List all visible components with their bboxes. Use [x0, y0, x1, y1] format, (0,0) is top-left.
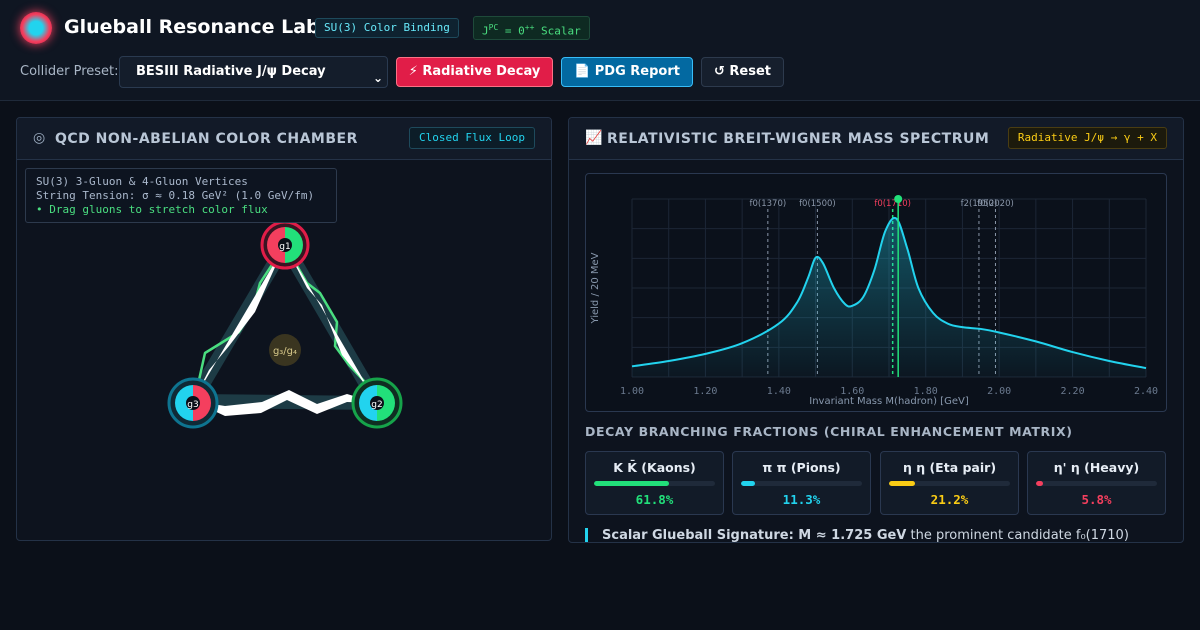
- svg-text:g2: g2: [371, 400, 382, 410]
- glueball-logo-icon: [20, 12, 52, 44]
- x-tick-label: 2.40: [1134, 386, 1158, 397]
- bar-track: [741, 481, 862, 486]
- flux-tube-g1-g2: [285, 245, 377, 403]
- flux-tube-g2-g3: [193, 390, 377, 416]
- card-value: 21.2%: [930, 492, 969, 507]
- pdg-report-button[interactable]: 📄 PDG Report: [561, 57, 693, 87]
- x-tick-label: 1.00: [620, 386, 644, 397]
- svg-text:g3: g3: [187, 400, 198, 410]
- jpc-badge: JPC = 0++ Scalar: [473, 16, 590, 40]
- branching-card-kaons: K K̄ (Kaons) 61.8%: [585, 451, 724, 515]
- panel-header: 📈 RELATIVISTIC BREIT-WIGNER MASS SPECTRU…: [569, 118, 1183, 160]
- chamber-info-box: SU(3) 3-Gluon & 4-Gluon Vertices String …: [25, 168, 337, 223]
- panel-title: QCD NON-ABELIAN COLOR CHAMBER: [55, 131, 358, 147]
- card-name: η' η (Heavy): [1053, 460, 1140, 475]
- card-value: 11.3%: [782, 492, 821, 507]
- color-chamber-panel: ◎ QCD NON-ABELIAN COLOR CHAMBER Closed F…: [16, 117, 552, 541]
- resonance-marker-label: f0(1370): [750, 199, 787, 209]
- gluon-g2[interactable]: g2: [351, 377, 403, 429]
- x-tick-label: 1.20: [693, 386, 717, 397]
- gluon-vertex: [269, 334, 301, 366]
- mass-spectrum-panel: 📈 RELATIVISTIC BREIT-WIGNER MASS SPECTRU…: [568, 117, 1184, 543]
- resonance-marker-label: f0(2020): [977, 199, 1014, 209]
- bar-fill: [594, 481, 669, 486]
- y-axis-label: Yield / 20 MeV: [590, 252, 601, 324]
- panel-header: ◎ QCD NON-ABELIAN COLOR CHAMBER Closed F…: [17, 118, 551, 160]
- branching-card-heavy: η' η (Heavy) 5.8%: [1027, 451, 1166, 515]
- vertex-label: g₃/g₄: [273, 346, 297, 357]
- collider-preset-select[interactable]: BESIII Radiative J/ψ Decay ⌄: [119, 56, 388, 88]
- x-tick-label: 1.40: [767, 386, 791, 397]
- card-name: η η (Eta pair): [902, 460, 997, 475]
- info-line-hint: • Drag gluons to stretch color flux: [36, 203, 268, 216]
- flux-tube-g1-g3: [193, 245, 285, 401]
- app-header: Glueball Resonance Lab SU(3) Color Bindi…: [0, 0, 1200, 101]
- radiative-decay-button[interactable]: ⚡ Radiative Decay: [396, 57, 553, 87]
- bar-fill: [741, 481, 755, 486]
- resonance-marker-label: f0(1500): [799, 199, 836, 209]
- card-value: 5.8%: [1081, 492, 1112, 507]
- spectrum-line: [631, 216, 1147, 370]
- bar-track: [1036, 481, 1157, 486]
- glueball-signature-note: Scalar Glueball Signature: M ≈ 1.725 GeV…: [585, 528, 1167, 543]
- gluon-g1[interactable]: g1: [260, 220, 310, 270]
- decay-channel-tag: Radiative J/ψ → γ + X: [1007, 127, 1167, 149]
- x-axis-label: Invariant Mass M(hadron) [GeV]: [809, 396, 969, 407]
- bar-fill: [1036, 481, 1044, 486]
- line-chart-icon: 📈: [585, 130, 603, 146]
- bar-track: [594, 481, 715, 486]
- card-name: π π (Pions): [762, 460, 841, 475]
- reset-button[interactable]: ↺ Reset: [701, 57, 784, 87]
- bar-track: [889, 481, 1010, 486]
- bar-fill: [889, 481, 915, 486]
- card-name: K K̄ (Kaons): [613, 460, 696, 475]
- info-line-tension: String Tension: σ ≈ 0.18 GeV² (1.0 GeV/f…: [36, 189, 315, 202]
- resonance-marker-label: f0(1710): [874, 199, 911, 209]
- spectrum-svg[interactable]: 1.00 1.20 1.40 1.60 1.80 2.00 2.20 2.40 Invarian…: [586, 174, 1168, 413]
- x-tick-label: 1.60: [840, 386, 864, 397]
- spectrum-chart[interactable]: 1.00 1.20 1.40 1.60 1.80 2.00 2.20 2.40 Invarian…: [585, 173, 1167, 412]
- flux-tube-outline: [191, 243, 379, 412]
- note-bold: Scalar Glueball Signature: M ≈ 1.725 GeV: [602, 528, 907, 543]
- app-title: Glueball Resonance Lab: [64, 16, 320, 38]
- card-value: 61.8%: [635, 492, 674, 507]
- x-tick-label: 2.20: [1061, 386, 1085, 397]
- target-icon: ◎: [33, 130, 46, 146]
- resonance-marker-label: f2(1950): [961, 199, 998, 209]
- panel-title: RELATIVISTIC BREIT-WIGNER MASS SPECTRUM: [607, 131, 990, 147]
- info-line-vertices: SU(3) 3-Gluon & 4-Gluon Vertices: [36, 175, 248, 188]
- su3-binding-badge: SU(3) Color Binding: [315, 18, 459, 38]
- flux-loop-tag: Closed Flux Loop: [409, 127, 535, 149]
- x-tick-label: 1.80: [914, 386, 938, 397]
- svg-text:g1: g1: [279, 242, 290, 252]
- branching-section-title: DECAY BRANCHING FRACTIONS (CHIRAL ENHANC…: [585, 424, 1073, 439]
- note-rest: the prominent candidate f₀(1710): [906, 528, 1129, 543]
- preset-value: BESIII Radiative J/ψ Decay: [136, 64, 326, 79]
- x-tick-label: 2.00: [987, 386, 1011, 397]
- mass-cursor-handle: [894, 195, 903, 203]
- branching-card-eta-pair: η η (Eta pair) 21.2%: [880, 451, 1019, 515]
- chevron-down-icon: ⌄: [372, 71, 383, 85]
- preset-label: Collider Preset:: [20, 64, 119, 79]
- color-chamber-canvas[interactable]: g₃/g₄ g1 g2 g3: [17, 160, 552, 541]
- gluon-g3[interactable]: g3: [167, 377, 219, 429]
- branching-card-pions: π π (Pions) 11.3%: [732, 451, 871, 515]
